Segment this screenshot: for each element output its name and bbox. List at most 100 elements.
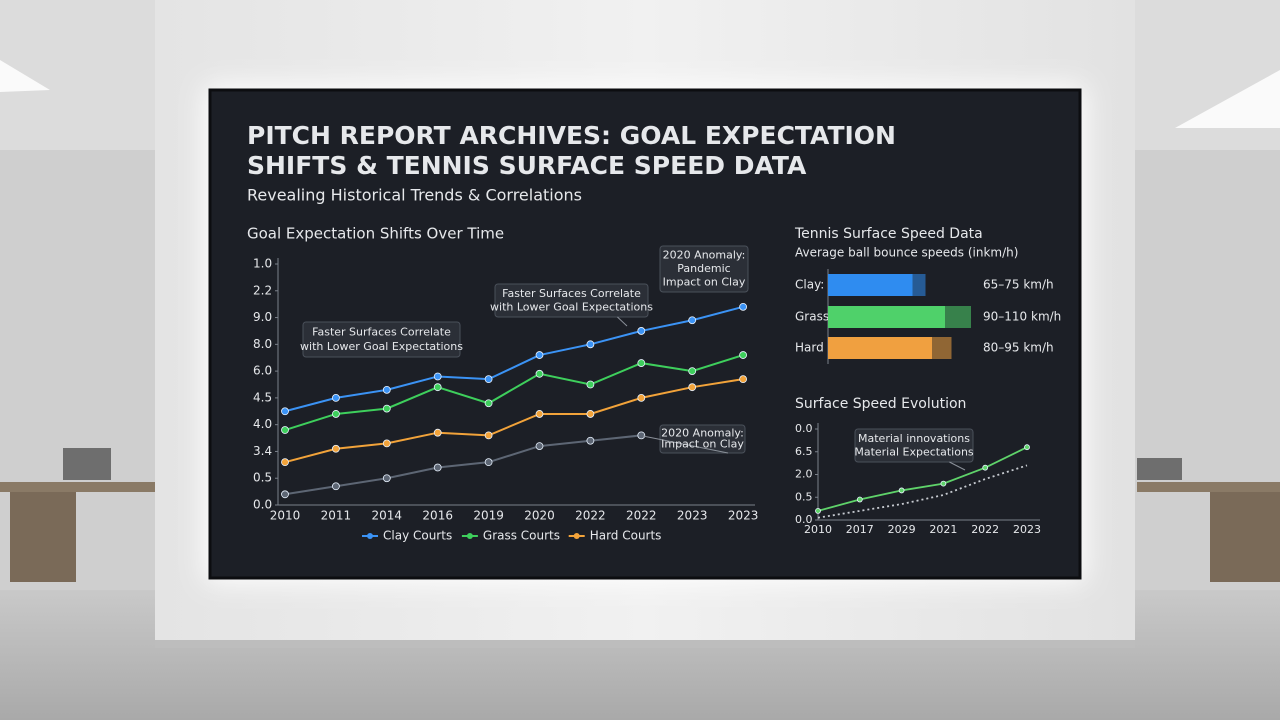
- data-point: [433, 463, 442, 472]
- data-point: [382, 404, 391, 413]
- y-tick-label: 6.5: [795, 445, 813, 458]
- annotation-box: [494, 283, 649, 318]
- data-point: [1024, 444, 1030, 451]
- data-point: [433, 428, 442, 437]
- x-tick-label: 2011: [321, 509, 352, 523]
- series-line: [817, 464, 1028, 519]
- y-tick-label: 0.0: [795, 422, 813, 435]
- data-point: [586, 340, 595, 349]
- legend-swatch: [573, 533, 580, 539]
- category-label: Hard: [795, 341, 824, 355]
- data-point: [281, 490, 289, 499]
- data-point: [940, 480, 947, 487]
- x-tick-label: 2023: [728, 509, 759, 523]
- data-point: [739, 375, 747, 384]
- data-point: [382, 474, 391, 483]
- x-tick-label: 2023: [677, 509, 708, 523]
- annotation-text: Impact on Clay: [663, 275, 746, 288]
- annotation-text: Material innovations: [858, 432, 970, 445]
- x-tick-label: 2014: [372, 509, 403, 523]
- x-tick-label: 2017: [846, 523, 874, 536]
- annotation-box: [302, 321, 461, 358]
- legend-label: Grass Courts: [483, 529, 560, 543]
- y-tick-label: 0.5: [795, 490, 813, 503]
- series-line: [284, 434, 642, 496]
- annotation-text: Faster Surfaces Correlate: [312, 325, 451, 338]
- annotation-text: Impact on Clay: [661, 438, 744, 451]
- data-point: [382, 439, 391, 448]
- page-title: PITCH REPORT ARCHIVES: GOAL EXPECTATION: [247, 121, 896, 150]
- x-tick-label: 2022: [626, 509, 657, 523]
- data-point: [739, 302, 747, 311]
- bar-range: [932, 337, 952, 359]
- y-tick-label: 2.0: [795, 468, 813, 481]
- data-point: [331, 410, 340, 418]
- legend-label: Hard Courts: [590, 529, 662, 543]
- data-point: [331, 444, 340, 453]
- x-tick-label: 2010: [270, 509, 301, 523]
- annotation-pointer: [642, 435, 729, 454]
- data-point: [739, 351, 747, 359]
- x-tick-label: 2019: [473, 509, 504, 523]
- series-line: [284, 305, 744, 413]
- x-tick-label: 2016: [422, 509, 453, 523]
- x-tick-label: 2010: [804, 523, 832, 536]
- series-line: [817, 446, 1028, 512]
- data-point: [898, 487, 905, 494]
- y-tick-label: 4.0: [253, 417, 272, 431]
- data-point: [484, 375, 493, 384]
- x-tick-label: 2022: [971, 523, 999, 536]
- data-point: [637, 327, 646, 335]
- page-subtitle: Revealing Historical Trends & Correlatio…: [247, 186, 582, 205]
- annotation-text: Material Expectations: [854, 445, 974, 458]
- data-point: [433, 372, 442, 381]
- chart-title: Tennis Surface Speed Data: [794, 226, 983, 242]
- data-point: [484, 399, 493, 408]
- data-point: [535, 369, 544, 378]
- x-tick-label: 2020: [524, 509, 555, 523]
- series-line: [284, 354, 744, 431]
- category-label: Grass: [795, 310, 829, 324]
- data-point: [484, 458, 493, 467]
- y-tick-label: 4.5: [253, 390, 272, 404]
- data-point: [688, 367, 697, 376]
- y-tick-label: 0.5: [253, 471, 272, 485]
- page-title: SHIFTS & TENNIS SURFACE SPEED DATA: [247, 151, 807, 180]
- annotation-pointer: [949, 461, 966, 471]
- y-tick-label: 9.0: [253, 310, 272, 324]
- bar-low: [828, 337, 932, 359]
- bar-low: [828, 306, 945, 328]
- value-label: 65–75 km/h: [983, 278, 1054, 292]
- data-point: [484, 431, 493, 440]
- y-tick-label: 8.0: [253, 337, 272, 351]
- bar-low: [828, 274, 913, 296]
- series-line: [284, 378, 744, 464]
- annotation-text: Pandemic: [677, 262, 730, 275]
- data-point: [586, 436, 595, 445]
- data-point: [586, 410, 595, 418]
- x-tick-label: 2021: [929, 523, 957, 536]
- data-point: [281, 458, 289, 467]
- annotation-text: 2020 Anomaly:: [663, 249, 746, 262]
- legend-label: Clay Courts: [383, 529, 452, 543]
- chart-title: Surface Speed Evolution: [795, 396, 966, 412]
- data-point: [281, 426, 289, 434]
- data-point: [433, 383, 442, 392]
- annotation-text: 2020 Anomaly:: [661, 427, 744, 440]
- data-point: [637, 359, 646, 367]
- data-point: [688, 316, 697, 325]
- y-tick-label: 0.0: [795, 513, 813, 526]
- y-tick-label: 1.0: [253, 257, 272, 271]
- y-tick-label: 0.0: [253, 498, 272, 512]
- annotation-box: [854, 428, 974, 463]
- legend-swatch: [367, 533, 373, 539]
- bar-range: [945, 306, 971, 328]
- y-tick-label: 3.4: [253, 444, 272, 458]
- data-point: [535, 410, 544, 418]
- data-point: [382, 385, 391, 394]
- y-tick-label: 2.2: [253, 283, 272, 297]
- data-point: [982, 464, 989, 471]
- data-point: [331, 393, 340, 402]
- data-point: [586, 380, 595, 389]
